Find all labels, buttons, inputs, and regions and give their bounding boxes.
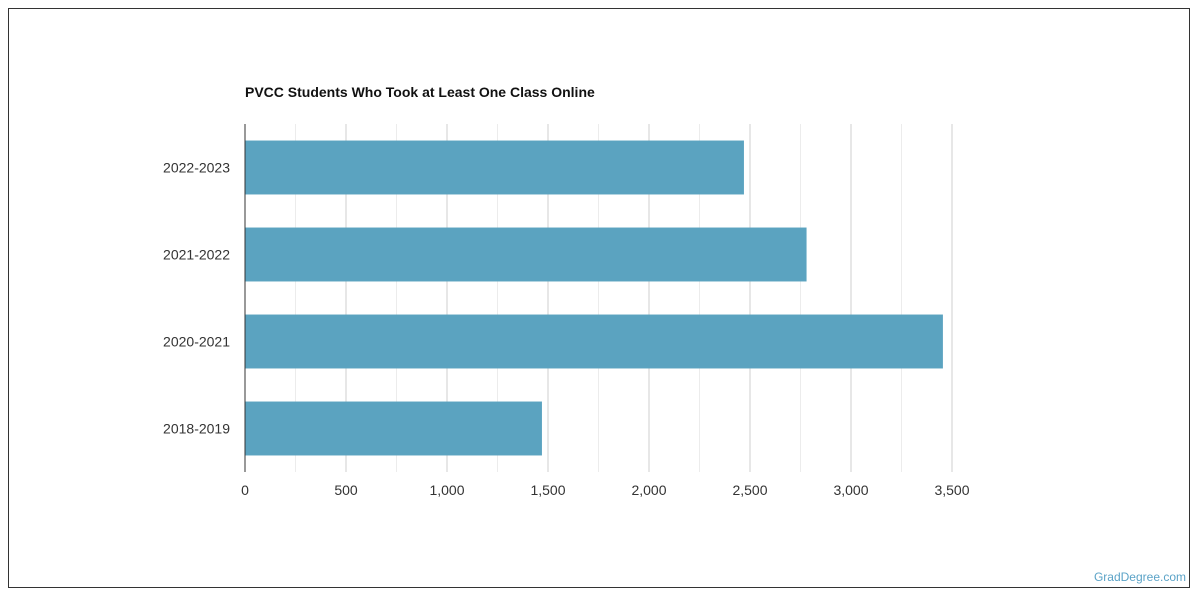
x-tick-label: 3,000: [833, 482, 868, 498]
bar-2022-2023[interactable]: [245, 140, 744, 195]
category-label: 2020-2021: [163, 334, 230, 350]
bar-2021-2022[interactable]: [245, 227, 807, 282]
chart-title: PVCC Students Who Took at Least One Clas…: [245, 84, 595, 100]
category-label: 2022-2023: [163, 160, 230, 176]
source-link[interactable]: GradDegree.com: [1093, 570, 1186, 584]
x-tick-label: 500: [334, 482, 358, 498]
x-tick-label: 3,500: [934, 482, 969, 498]
bar-2020-2021[interactable]: [245, 314, 943, 369]
category-label: 2018-2019: [163, 421, 230, 437]
labels: 2022-2023 2021-2022 2020-2021 2018-2019 0 500…: [163, 160, 970, 499]
x-tick-label: 2,000: [631, 482, 666, 498]
x-tick-label: 0: [241, 482, 249, 498]
x-tick-label: 1,500: [530, 482, 565, 498]
x-tick-label: 1,000: [429, 482, 464, 498]
bar-2018-2019[interactable]: [245, 401, 542, 456]
x-tick-label: 2,500: [732, 482, 767, 498]
bars: [245, 140, 943, 456]
category-label: 2021-2022: [163, 247, 230, 263]
